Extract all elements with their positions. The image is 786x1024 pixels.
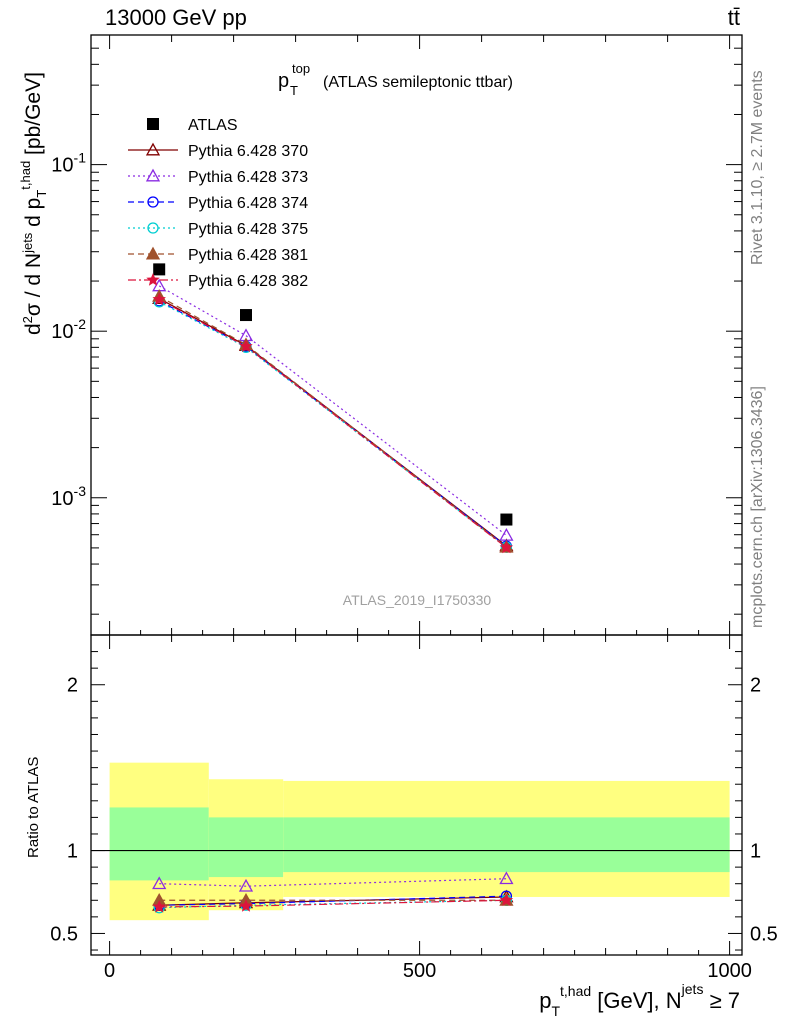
legend-item-p370: Pythia 6.428 370 [128, 142, 308, 160]
x-tick-label: 500 [403, 960, 436, 982]
legend-label-p373: Pythia 6.428 373 [188, 169, 308, 186]
point-p382-2 [499, 540, 514, 554]
ratio-y-tick-label-right: 2 [750, 675, 761, 697]
series-line-p375 [158, 301, 507, 548]
series-line-p373 [159, 878, 507, 887]
point-p382-1 [239, 899, 253, 912]
axis-ticks: 0 500 1000 10-3 10-2 10-1 0.5 0.5 1 1 2 2 [50, 35, 778, 982]
series-line-p373 [158, 285, 507, 536]
legend-item-p381: Pythia 6.428 381 [128, 246, 308, 264]
green-band-bin-0 [109, 807, 209, 881]
analysis-id: ATLAS_2019_I1750330 [343, 592, 492, 608]
plot-title: p T top (ATLAS semileptonic ttbar) [278, 61, 513, 98]
legend: ATLAS Pythia 6.428 370 Pythia 6.428 373 Pyt… [128, 117, 308, 290]
green-band-bin-2 [283, 817, 730, 873]
point-p382-2 [499, 893, 514, 906]
ratio-uncertainty-bands [91, 762, 742, 921]
point-atlas-1 [240, 309, 252, 322]
series-p373 [152, 871, 514, 892]
main-ylabel: d2σ / d Njets d pTt,had [pb/GeV] [18, 72, 49, 335]
ratio-y-tick-label-left: 0.5 [50, 923, 78, 945]
legend-item-p375: Pythia 6.428 375 [128, 221, 308, 238]
series-p381 [152, 288, 514, 553]
green-band-bin-1 [208, 817, 284, 878]
legend-label-atlas: ATLAS [188, 117, 238, 134]
series-atlas [153, 263, 513, 526]
energy-label: 13000 GeV pp [105, 5, 247, 30]
legend-marker-p370 [145, 142, 161, 156]
svg-text:d2σ / d Njets d pTt,had [pb/Ge: d2σ / d Njets d pTt,had [pb/GeV] [18, 72, 49, 335]
plot-title-rest: (ATLAS semileptonic ttbar) [323, 74, 513, 91]
series-line-p374 [158, 300, 507, 547]
series-p375 [153, 296, 513, 553]
point-p382-0 [152, 899, 166, 913]
plot-title-p: p [278, 70, 289, 92]
legend-marker-p381 [145, 246, 161, 260]
process-label: tt̄ [728, 5, 740, 30]
point-p373-1 [238, 878, 254, 892]
series-p374 [153, 295, 513, 552]
ratio-ylabel: Ratio to ATLAS [25, 757, 42, 858]
series-p373 [152, 278, 514, 541]
x-tick-label: 1000 [707, 960, 752, 982]
series-line-p374 [159, 895, 507, 906]
svg-text:pTt,had [GeV], Njets ≥ 7: pTt,had [GeV], Njets ≥ 7 [539, 981, 740, 1019]
series-p382 [152, 893, 514, 913]
series-line-p382 [158, 298, 507, 549]
legend-marker-p374 [147, 196, 159, 208]
ratio-frame [90, 634, 743, 956]
xlabel: pTt,had [GeV], Njets ≥ 7 [539, 981, 740, 1019]
ratio-series [152, 871, 514, 914]
point-p382-0 [152, 292, 166, 306]
y-tick-label: 10-1 [51, 150, 86, 177]
point-p373-2 [499, 871, 514, 885]
legend-label-p382: Pythia 6.428 382 [188, 273, 308, 290]
ratio-y-tick-label-left: 2 [67, 675, 78, 697]
series-p370 [152, 291, 514, 552]
main-series [152, 263, 514, 554]
series-p382 [152, 292, 514, 554]
point-atlas-0 [153, 263, 166, 276]
plot-frames [90, 34, 743, 956]
legend-marker-atlas [147, 118, 159, 130]
legend-label-p374: Pythia 6.428 374 [188, 195, 308, 212]
legend-item-p373: Pythia 6.428 373 [128, 168, 308, 186]
mcplots-label: mcplots.cern.ch [arXiv:1306.3436] [749, 386, 766, 628]
series-line-p381 [158, 295, 507, 548]
plot-title-sub: T [290, 83, 298, 98]
y-tick-label: 10-2 [51, 316, 86, 343]
plot-title-sup: top [292, 61, 310, 76]
legend-label-p370: Pythia 6.428 370 [188, 143, 308, 160]
point-p373-0 [152, 876, 167, 890]
point-atlas-2 [500, 513, 513, 526]
legend-label-p375: Pythia 6.428 375 [188, 221, 308, 238]
legend-item-p374: Pythia 6.428 374 [128, 195, 308, 212]
y-tick-label: 10-3 [51, 483, 86, 510]
ratio-y-tick-label-right: 0.5 [750, 923, 778, 945]
series-line-p370 [158, 298, 507, 547]
point-p382-1 [239, 339, 253, 353]
legend-marker-p373 [145, 168, 161, 182]
rivet-version-label: Rivet 3.1.10, ≥ 2.7M events [749, 70, 766, 265]
ratio-y-tick-label-left: 1 [67, 841, 78, 863]
legend-label-p381: Pythia 6.428 381 [188, 247, 308, 264]
x-tick-label: 0 [104, 960, 115, 982]
ratio-y-tick-label-right: 1 [750, 841, 761, 863]
legend-item-atlas: ATLAS [147, 117, 238, 134]
legend-marker-p375 [147, 222, 159, 234]
legend-marker-p382 [146, 273, 160, 286]
legend-item-p382: Pythia 6.428 382 [128, 273, 308, 290]
